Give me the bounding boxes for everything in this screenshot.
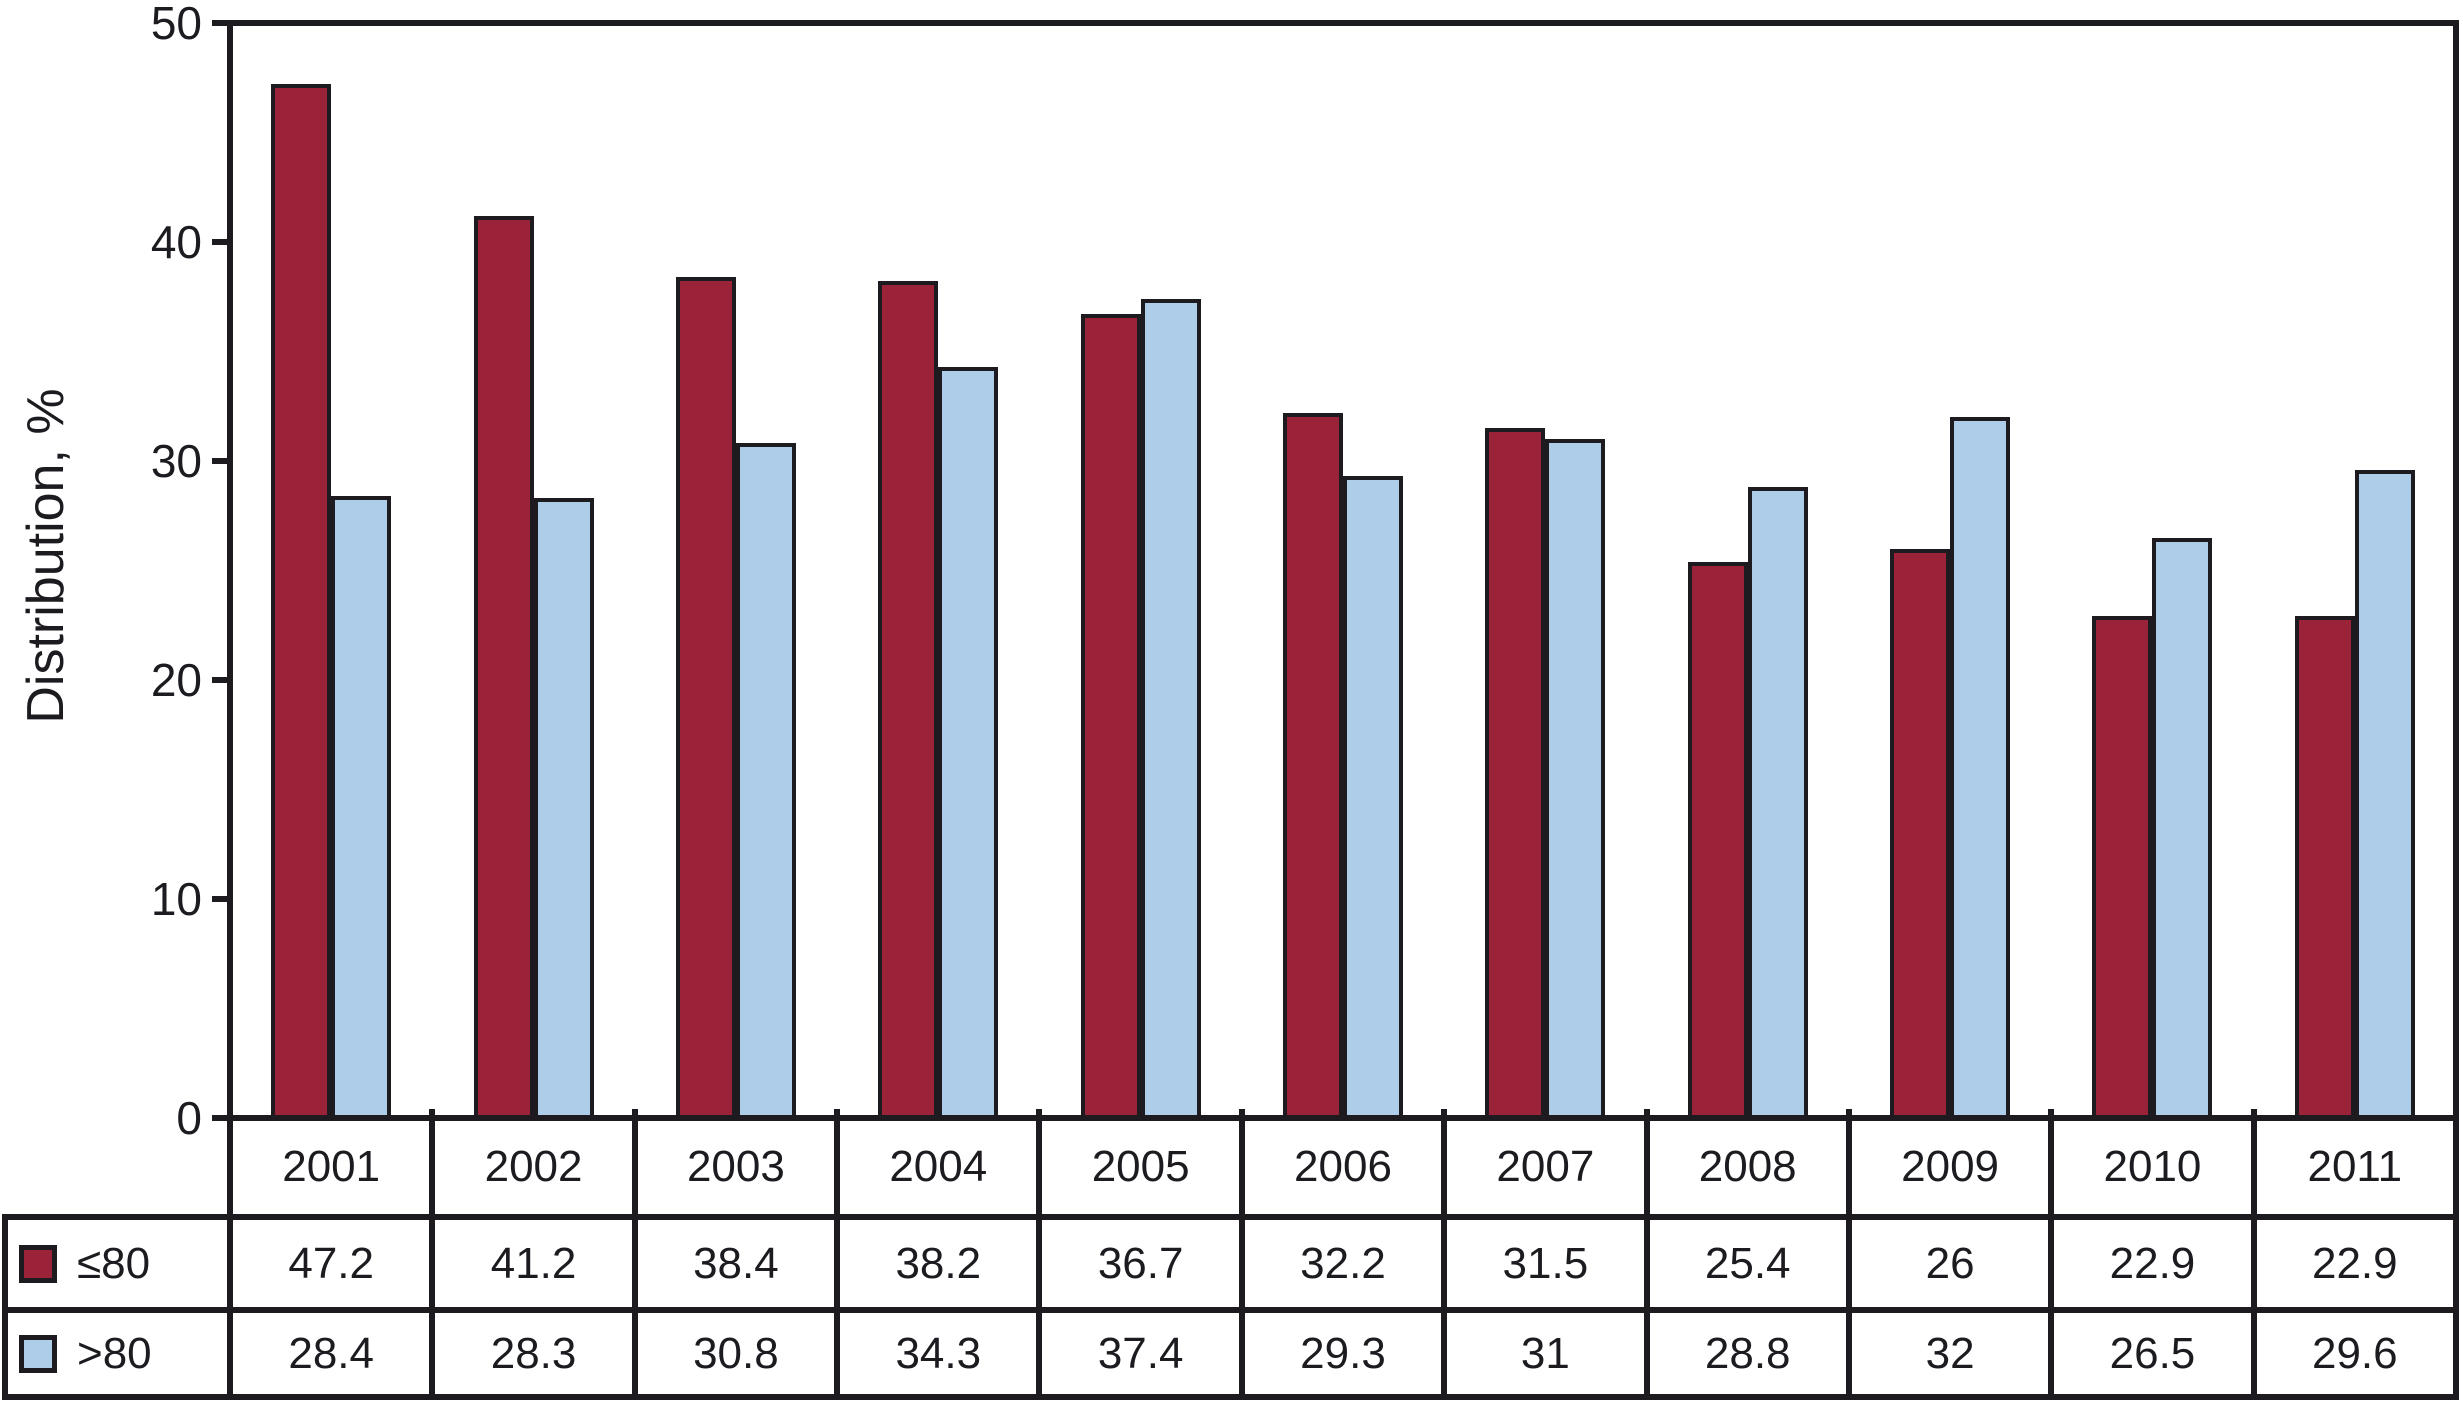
y-tick-label-50: 50 (150, 0, 202, 49)
table-column-separator-4 (1036, 1109, 1043, 1397)
y-tick-40 (212, 239, 230, 245)
table-column-separator-7 (1643, 1109, 1650, 1397)
bar-2007-le80 (1485, 428, 1546, 1118)
legend-label-le80: ≤80 (77, 1238, 151, 1288)
table-year-2008: 2008 (1698, 1142, 1797, 1191)
plot-top-border (212, 20, 2459, 26)
y-tick-30 (212, 458, 230, 464)
table-gt80-2002-value: 28.3 (490, 1329, 577, 1378)
table-le80-2008-value: 25.4 (1704, 1239, 1791, 1288)
y-axis-title: Distribution, % (17, 388, 75, 724)
bar-2002-le80 (473, 216, 534, 1118)
legend-label-gt80: >80 (77, 1328, 152, 1378)
table-le80-2002-value: 41.2 (490, 1239, 577, 1288)
table-column-separator-8 (1845, 1109, 1852, 1397)
table-year-2004: 2004 (889, 1142, 988, 1191)
bar-2011-gt80 (2354, 470, 2415, 1118)
table-year-2010: 2010 (2103, 1142, 2202, 1191)
table-column-separator-10 (2250, 1109, 2257, 1397)
y-tick-label-30: 30 (150, 435, 202, 487)
table-gt80-2010-value: 26.5 (2109, 1329, 2196, 1378)
legend-swatch-gt80 (19, 1334, 57, 1373)
table-gt80-2005-value: 37.4 (1097, 1329, 1184, 1378)
bar-2010-gt80 (2152, 538, 2213, 1118)
bar-2010-le80 (2092, 616, 2153, 1118)
table-gt80-2011-value: 29.6 (2311, 1329, 2398, 1378)
table-column-separator-3 (834, 1109, 841, 1397)
table-le80-2009-value: 26 (1925, 1239, 1975, 1288)
bar-2007-gt80 (1545, 439, 1606, 1118)
table-gt80-2009-value: 32 (1925, 1329, 1975, 1378)
bar-2004-gt80 (938, 367, 999, 1118)
legend-row-le80: ≤80 (5, 1217, 230, 1310)
bar-2003-le80 (675, 277, 736, 1118)
bar-2008-le80 (1687, 562, 1748, 1118)
plot-right-border (2453, 23, 2459, 1397)
bar-2009-le80 (1890, 549, 1951, 1118)
bar-2001-le80 (271, 84, 332, 1118)
table-gt80-2001-value: 28.4 (288, 1329, 374, 1378)
table-year-2001: 2001 (282, 1142, 381, 1191)
legend-row-gt80: >80 (5, 1310, 230, 1397)
table-column-separator-6 (1441, 1109, 1448, 1397)
table-year-2009: 2009 (1901, 1142, 2000, 1191)
table-column-separator-9 (2048, 1109, 2055, 1397)
table-column-separator-2 (631, 1109, 638, 1397)
table-year-2006: 2006 (1294, 1142, 1392, 1191)
bar-2005-le80 (1080, 314, 1141, 1118)
y-tick-label-40: 40 (150, 216, 202, 268)
legend-swatch-le80 (19, 1244, 57, 1283)
table-line-between-series (2, 1307, 2459, 1313)
y-tick-label-10: 10 (150, 873, 202, 925)
table-left-border (2, 1217, 8, 1397)
table-year-2002: 2002 (484, 1142, 583, 1191)
table-gt80-2003-value: 30.8 (693, 1329, 779, 1378)
y-tick-label-0: 0 (176, 1092, 202, 1144)
table-bottom-border (2, 1394, 2459, 1400)
bar-2002-gt80 (533, 498, 594, 1118)
table-year-2003: 2003 (686, 1142, 785, 1191)
table-line-below-years (2, 1214, 2459, 1220)
table-le80-2007-value: 31.5 (1502, 1239, 1589, 1288)
y-tick-label-20: 20 (150, 654, 202, 706)
y-tick-20 (212, 677, 230, 683)
bar-2006-gt80 (1343, 476, 1403, 1118)
bar-2003-gt80 (735, 443, 796, 1118)
table-le80-2003-value: 38.4 (693, 1239, 779, 1288)
table-gt80-2004-value: 34.3 (895, 1329, 982, 1378)
y-axis-line (227, 23, 233, 1397)
y-tick-10 (212, 896, 230, 902)
table-year-2007: 2007 (1496, 1142, 1595, 1191)
table-column-separator-5 (1238, 1109, 1245, 1397)
bar-2011-le80 (2294, 616, 2355, 1118)
bar-2005-gt80 (1140, 299, 1201, 1118)
table-year-2005: 2005 (1091, 1142, 1190, 1191)
x-axis-line (212, 1115, 2459, 1121)
table-le80-2006-value: 32.2 (1300, 1239, 1386, 1288)
table-year-2011: 2011 (2307, 1142, 2403, 1191)
table-le80-2004-value: 38.2 (895, 1239, 982, 1288)
bar-2001-gt80 (331, 496, 392, 1118)
bar-2008-gt80 (1747, 487, 1808, 1118)
table-gt80-2008-value: 28.8 (1704, 1329, 1791, 1378)
table-le80-2001-value: 47.2 (288, 1239, 374, 1288)
table-le80-2010-value: 22.9 (2109, 1239, 2196, 1288)
bar-2009-gt80 (1950, 417, 2011, 1118)
table-column-separator-1 (429, 1109, 436, 1397)
bar-2004-le80 (878, 281, 939, 1118)
table-gt80-2006-value: 29.3 (1300, 1329, 1386, 1378)
bar-2006-le80 (1283, 413, 1343, 1118)
table-le80-2011-value: 22.9 (2311, 1239, 2398, 1288)
table-le80-2005-value: 36.7 (1097, 1239, 1184, 1288)
table-gt80-2007-value: 31 (1520, 1329, 1570, 1378)
